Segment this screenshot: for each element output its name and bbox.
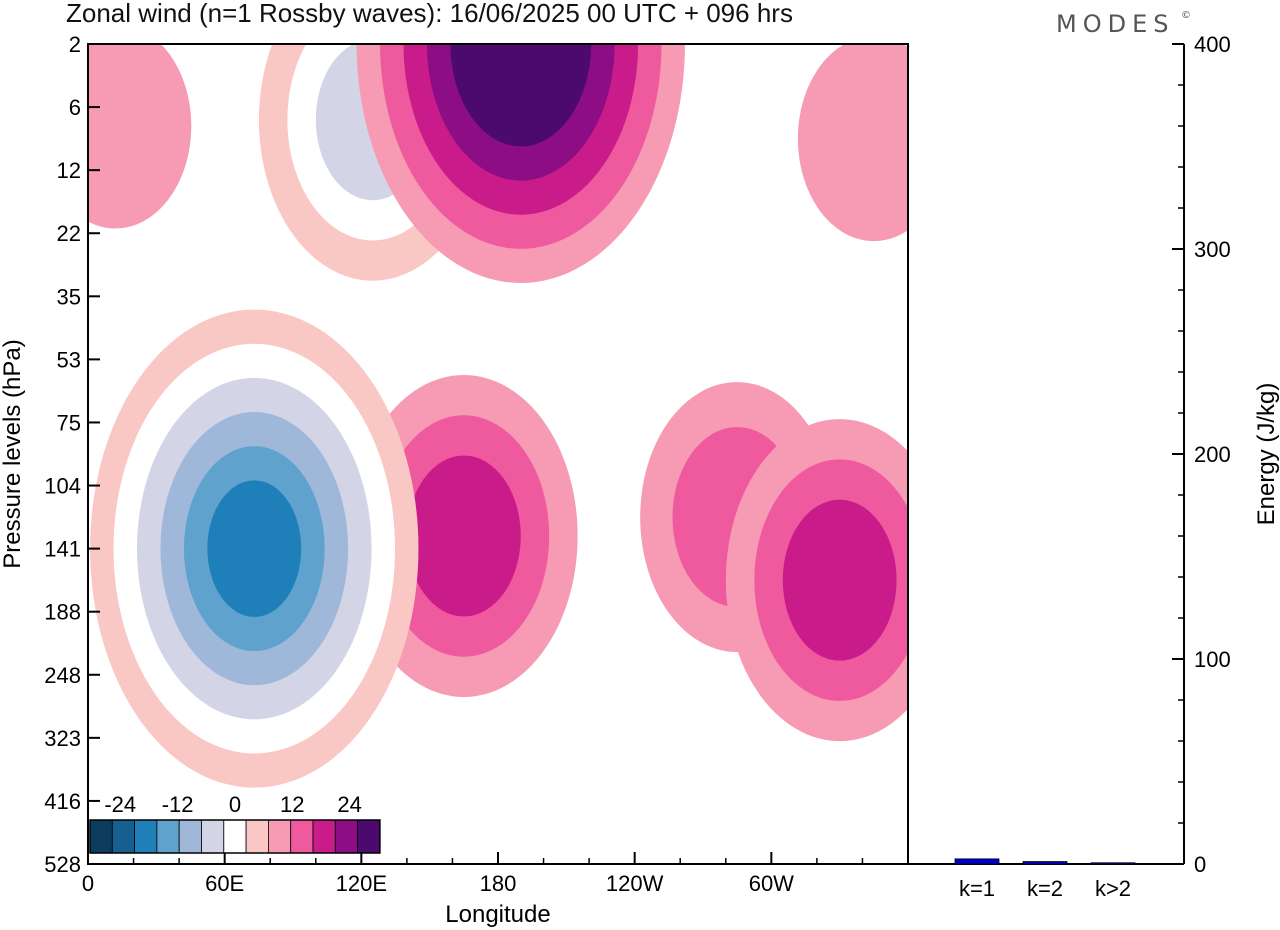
x-tick-label: 0: [82, 871, 94, 896]
contour-band: [782, 499, 897, 661]
colorbar-cell: [312, 819, 336, 854]
colorbar-cell: [223, 819, 247, 854]
heatmap-axes: 0 60E 120E 180 120W 60W 2 6 12 22 35 53 75 104 141 188 2…: [44, 32, 864, 896]
colorbar-cell: [290, 819, 314, 854]
chart-title: Zonal wind (n=1 Rossby waves): 16/06/202…: [66, 0, 793, 28]
energy-bars: [954, 858, 1136, 865]
x-axis-label: Longitude: [445, 901, 550, 928]
colorbar-cell: [178, 819, 202, 854]
x-tick-label: 180: [480, 871, 517, 896]
y-tick-label: 323: [44, 726, 81, 751]
colorbar-frame: [89, 819, 381, 854]
x-tick-label: 60E: [205, 871, 244, 896]
y-tick-label: 6: [69, 95, 81, 120]
energy-tick-label: 100: [1194, 647, 1231, 672]
y-tick-label: 12: [57, 158, 81, 183]
energy-bar-2: [1022, 861, 1068, 865]
energy-category-label: k>2: [1095, 876, 1131, 901]
contour-band: [88, 44, 192, 229]
colorbar-label: 12: [280, 792, 304, 817]
colorbar-cell: [357, 819, 381, 854]
colorbar-cell: [134, 819, 158, 854]
energy-category-label: k=2: [1027, 876, 1063, 901]
y-tick-label: 35: [57, 284, 81, 309]
y-tick-label: 22: [57, 221, 81, 246]
colorbar-cell: [245, 819, 269, 854]
brand-text: MODES: [1056, 10, 1174, 38]
contour-band: [473, 44, 568, 113]
y-axis-label: Pressure levels (hPa): [0, 339, 26, 568]
colorbar-legend: -24 -12 0 12 24: [89, 792, 381, 854]
x-tick-label: 120W: [606, 871, 664, 896]
y-tick-label: 75: [57, 410, 81, 435]
colorbar-cell: [267, 819, 292, 854]
modes-logo: MODES ©: [1056, 10, 1191, 38]
x-tick-label: 60W: [749, 871, 794, 896]
colorbar-cell: [334, 819, 358, 854]
energy-axis-label: Energy (J/kg): [1253, 383, 1280, 526]
colorbar-label: -12: [162, 792, 194, 817]
energy-category-labels: k=1 k=2 k>2: [959, 876, 1131, 901]
colorbar-label: -24: [104, 792, 136, 817]
y-tick-label: 141: [44, 537, 81, 562]
energy-tick-label: 400: [1194, 32, 1231, 57]
brand-mark: ©: [1181, 10, 1191, 21]
energy-tick-label: 300: [1194, 237, 1231, 262]
contour-band: [406, 455, 521, 617]
y-tick-label: 53: [57, 347, 81, 372]
y-tick-label: 188: [44, 600, 81, 625]
y-tick-label: 416: [44, 789, 81, 814]
colorbar-cell: [89, 819, 113, 854]
colorbar-cell: [156, 819, 180, 854]
energy-tick-label: 200: [1194, 442, 1231, 467]
energy-axis: 0 100 200 300 400: [1172, 32, 1231, 877]
colorbar-label: 0: [229, 792, 241, 817]
y-tick-label: 2: [69, 32, 81, 57]
energy-category-label: k=1: [959, 876, 995, 901]
y-tick-label: 104: [44, 474, 81, 499]
contour-band: [797, 44, 908, 242]
contour-band: [207, 480, 302, 617]
energy-bar-1: [954, 858, 1000, 865]
colorbar-cell: [201, 819, 225, 854]
energy-tick-label: 0: [1194, 852, 1206, 877]
y-tick-label: 528: [44, 852, 81, 877]
colorbar-cell: [111, 819, 136, 854]
colorbar-label: 24: [337, 792, 361, 817]
y-tick-label: 248: [44, 663, 81, 688]
energy-bar-3: [1090, 862, 1136, 865]
heatmap-contours: [88, 44, 908, 788]
x-tick-label: 120E: [336, 871, 387, 896]
